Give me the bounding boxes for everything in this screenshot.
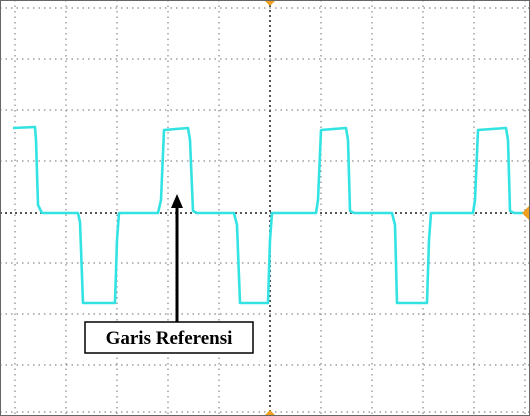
annotation-label: Garis Referensi bbox=[106, 328, 233, 349]
screen-background bbox=[0, 0, 530, 416]
page: {"annotation": {"label": "Garis Referens… bbox=[0, 0, 530, 416]
scope-screen: Garis Referensi bbox=[0, 0, 530, 416]
